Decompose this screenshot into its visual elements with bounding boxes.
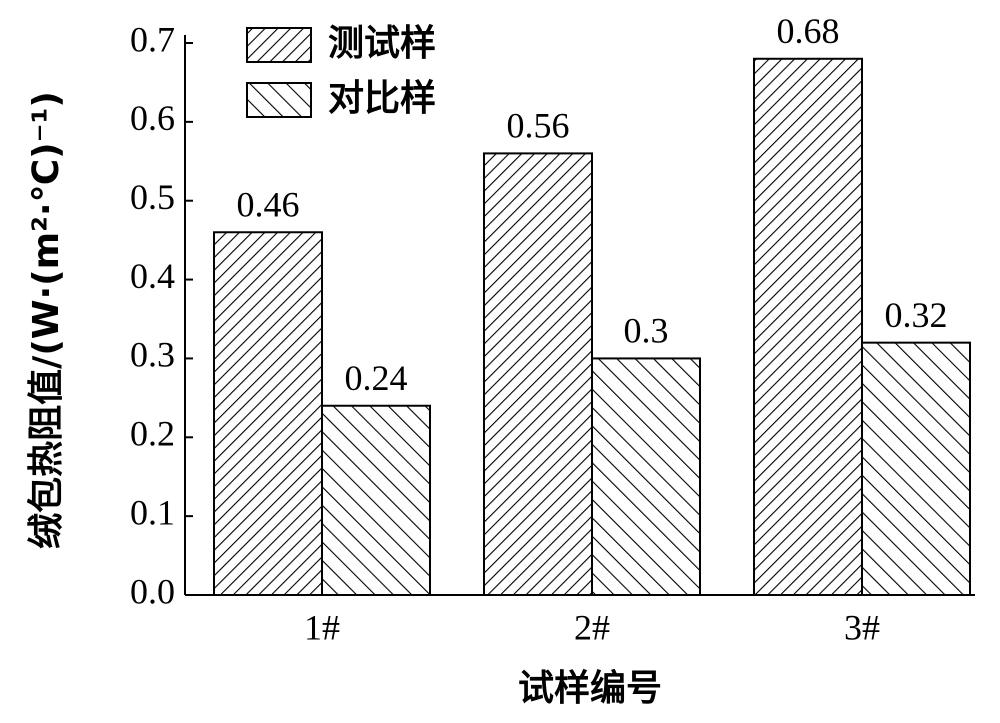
bar [321,404,431,596]
y-tick-label: 0.0 [130,571,175,611]
y-tick-label: 0.7 [130,19,175,59]
bar [753,57,863,597]
legend-label: 对比样 [328,78,436,119]
legend-label: 测试样 [328,23,436,64]
bar [861,341,971,596]
x-tick-label: 1# [304,607,340,647]
legend-swatch [246,27,312,63]
y-tick-label: 0.6 [130,98,175,138]
value-label: 0.24 [345,358,408,398]
value-label: 0.32 [885,295,948,335]
x-tick-label: 2# [574,607,610,647]
y-tick-label: 0.3 [130,335,175,375]
y-tick-label: 0.2 [130,414,175,454]
value-label: 0.56 [507,106,570,146]
bar [591,357,701,596]
bar [213,231,323,596]
y-tick-label: 0.5 [130,177,175,217]
y-tick-label: 0.4 [130,256,175,296]
y-axis-label: 绒包热阻值/(W·(m²·℃)⁻¹) [26,91,67,549]
value-label: 0.3 [624,311,669,351]
value-label: 0.68 [777,11,840,51]
legend-swatch [246,82,312,118]
y-tick-label: 0.1 [130,492,175,532]
bar [483,152,593,596]
value-label: 0.46 [237,185,300,225]
x-axis-label: 试样编号 [518,668,662,709]
x-tick-label: 3# [844,607,880,647]
